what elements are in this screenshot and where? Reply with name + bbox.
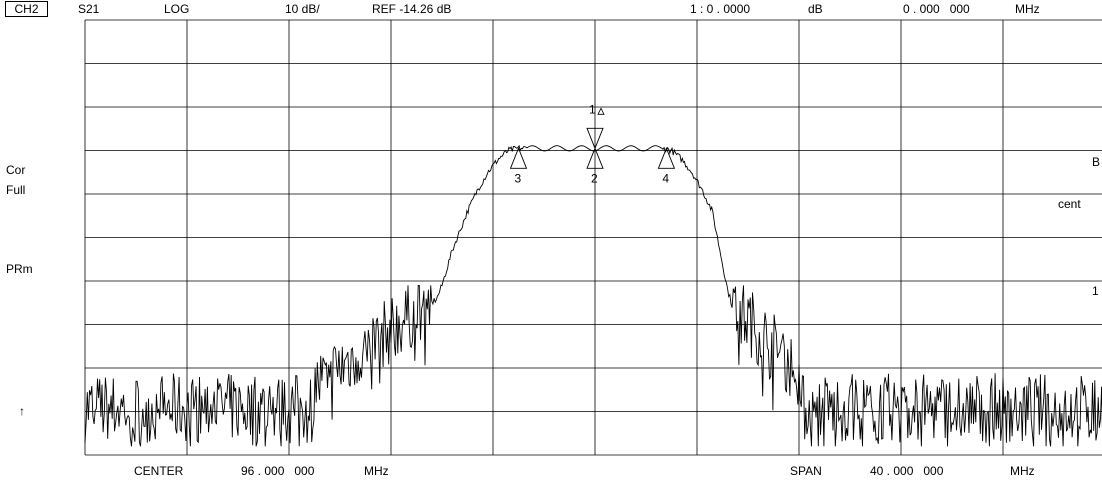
marker-readout: 1 : 0 . 0000 — [690, 2, 751, 16]
marker-label-1: 1 — [589, 102, 596, 116]
ref-label: REF -14.26 dB — [372, 2, 452, 16]
marker-delta-icon — [597, 107, 605, 115]
marker-3 — [509, 147, 528, 169]
channel-box: CH2 — [5, 1, 48, 17]
marker-readout-unit: dB — [808, 2, 823, 16]
marker-label-2: 2 — [591, 171, 598, 185]
param-label: S21 — [78, 2, 100, 16]
prm-label: PRm — [6, 262, 33, 276]
center-value: 96 . 000 000 — [241, 464, 315, 478]
trace-line — [84, 144, 1102, 447]
marker-freq-unit: MHz — [1015, 2, 1040, 16]
right-b-label: B — [1092, 155, 1101, 169]
marker-label-4: 4 — [662, 171, 669, 185]
marker-2 — [586, 147, 604, 169]
center-label: CENTER — [134, 464, 184, 478]
cor-label: Cor — [6, 163, 26, 177]
span-label: SPAN — [790, 464, 822, 478]
center-unit: MHz — [364, 464, 389, 478]
full-label: Full — [6, 183, 26, 197]
marker-label-3: 3 — [515, 171, 522, 185]
scale-label: 10 dB/ — [285, 2, 320, 16]
marker-freq-value: 0 . 000 000 — [903, 2, 970, 16]
right-one-label: 1 — [1092, 284, 1099, 298]
marker-1 — [586, 127, 604, 150]
span-value: 40 . 000 000 — [870, 464, 944, 478]
span-unit: MHz — [1010, 464, 1035, 478]
format-label: LOG — [164, 2, 190, 16]
right-cent-label: cent — [1058, 197, 1081, 211]
marker-4 — [657, 147, 676, 169]
ref-arrow: ↑ — [19, 404, 25, 418]
